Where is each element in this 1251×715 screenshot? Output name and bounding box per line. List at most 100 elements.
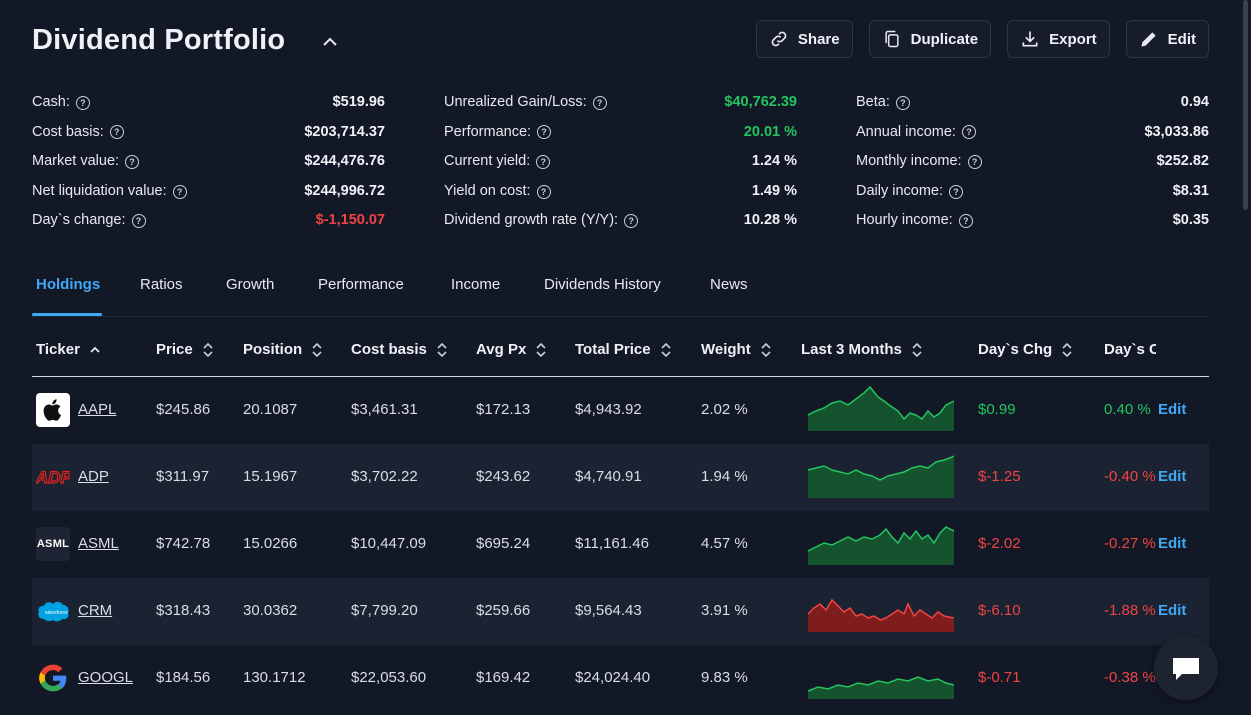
column-label: Day`s Chg: [978, 341, 1053, 358]
help-icon[interactable]: ?: [125, 154, 140, 169]
column-header-ticker[interactable]: Ticker: [36, 341, 100, 358]
table-row[interactable]: GOOGL $184.56 130.1712 $22,053.60 $169.4…: [32, 645, 1209, 712]
sparkline-chart: [808, 676, 954, 699]
stat-label: Beta:: [856, 94, 890, 110]
cell-avg-px: $169.42: [476, 669, 531, 686]
column-header-weight[interactable]: Weight: [701, 341, 771, 358]
cell-days-chg-pct: -0.27 %: [1104, 535, 1156, 552]
share-button[interactable]: Share: [755, 20, 853, 58]
cell-total-price: $4,943.92: [575, 401, 642, 418]
stat-value: $244,476.76: [304, 153, 385, 170]
stat-value: $40,762.39: [724, 94, 797, 110]
stat-label: Performance:: [444, 123, 532, 140]
column-header-days-chg-pct[interactable]: Day`s Chg %: [1104, 341, 1156, 358]
column-label: Total Price: [575, 341, 651, 358]
column-header-avg-px[interactable]: Avg Px: [476, 341, 546, 358]
download-icon: [1022, 31, 1038, 47]
help-icon[interactable]: ?: [536, 154, 551, 169]
help-icon[interactable]: ?: [967, 154, 982, 169]
stat-label: Cash:: [32, 94, 70, 110]
cell-cost-basis: $22,053.60: [351, 669, 427, 686]
tab-ratios[interactable]: Ratios: [140, 276, 183, 293]
column-header-last-3-months[interactable]: Last 3 Months: [801, 341, 922, 358]
tab-income[interactable]: Income: [451, 276, 501, 293]
ticker-link[interactable]: AAPL: [78, 401, 117, 418]
help-icon[interactable]: ?: [109, 125, 124, 140]
row-edit-link[interactable]: Edit: [1158, 468, 1187, 485]
help-icon[interactable]: ?: [949, 184, 964, 199]
help-icon[interactable]: ?: [172, 184, 187, 199]
adp-logo-icon: ADP: [36, 460, 70, 494]
help-icon[interactable]: ?: [592, 95, 607, 110]
row-edit-link[interactable]: Edit: [1158, 535, 1187, 552]
help-icon[interactable]: ?: [536, 184, 551, 199]
page-title: Dividend Portfolio: [32, 24, 286, 56]
cell-position: 15.0266: [243, 535, 298, 552]
help-icon[interactable]: ?: [75, 95, 90, 110]
cell-position: 15.1967: [243, 468, 298, 485]
stat-market-value: Market value:? $244,476.76: [32, 147, 385, 177]
help-icon[interactable]: ?: [537, 125, 552, 140]
stat-value: $0.35: [1172, 212, 1209, 229]
sort-icon: [1062, 342, 1072, 357]
cell-days-chg: $-6.10: [978, 602, 1021, 619]
cell-price: $245.86: [156, 401, 211, 418]
column-label: Avg Px: [476, 341, 527, 358]
sparkline-chart: [808, 598, 954, 632]
stat-label: Day`s change:: [32, 212, 126, 229]
row-edit-link[interactable]: Edit: [1158, 602, 1187, 619]
column-label: Weight: [701, 341, 751, 358]
stat-current-yield: Current yield:? 1.24 %: [444, 147, 797, 177]
column-header-total-price[interactable]: Total Price: [575, 341, 671, 358]
stat-daily-income: Daily income:? $8.31: [856, 177, 1209, 207]
stat-label: Annual income:: [856, 123, 956, 140]
column-header-position[interactable]: Position: [243, 341, 322, 358]
tab-dividends-history[interactable]: Dividends History: [544, 276, 661, 293]
table-row[interactable]: salesforce CRM $318.43 30.0362 $7,799.20…: [32, 578, 1209, 645]
column-header-price[interactable]: Price: [156, 341, 213, 358]
help-icon[interactable]: ?: [131, 214, 146, 229]
help-icon[interactable]: ?: [958, 214, 973, 229]
stat-yield-on-cost: Yield on cost:? 1.49 %: [444, 177, 797, 207]
export-button[interactable]: Export: [1007, 20, 1110, 58]
help-icon[interactable]: ?: [961, 125, 976, 140]
ticker-link[interactable]: ADP: [78, 468, 109, 485]
table-row[interactable]: ASML ASML $742.78 15.0266 $10,447.09 $69…: [32, 511, 1209, 578]
tab-growth[interactable]: Growth: [226, 276, 275, 293]
apple-logo-icon: [36, 393, 70, 427]
cell-avg-px: $259.66: [476, 602, 531, 619]
ticker-link[interactable]: CRM: [78, 602, 113, 619]
cell-days-chg: $-1.25: [978, 468, 1021, 485]
stat-monthly-income: Monthly income:? $252.82: [856, 147, 1209, 177]
scrollbar[interactable]: [1243, 0, 1248, 210]
sort-icon: [536, 342, 546, 357]
sort-icon: [661, 342, 671, 357]
chat-button[interactable]: [1154, 636, 1218, 700]
table-row[interactable]: ADP ADP $311.97 15.1967 $3,702.22 $243.6…: [32, 444, 1209, 511]
ticker-link[interactable]: GOOGL: [78, 669, 134, 686]
help-icon[interactable]: ?: [624, 214, 639, 229]
cell-days-chg-pct: -1.88 %: [1104, 602, 1156, 619]
tab-holdings[interactable]: Holdings: [36, 276, 101, 293]
column-label: Last 3 Months: [801, 341, 902, 358]
active-tab-indicator: [32, 313, 102, 316]
table-row[interactable]: AAPL $245.86 20.1087 $3,461.31 $172.13 $…: [32, 377, 1209, 444]
ticker-link[interactable]: ASML: [78, 535, 119, 552]
chat-icon: [1173, 658, 1199, 680]
edit-button[interactable]: Edit: [1125, 20, 1209, 58]
google-logo-icon: [36, 661, 70, 695]
stat-hourly-income: Hourly income:? $0.35: [856, 206, 1209, 236]
column-header-days-chg[interactable]: Day`s Chg: [978, 341, 1072, 358]
sparkline-chart: [808, 526, 954, 565]
stat-value: 20.01 %: [743, 123, 797, 140]
tab-news[interactable]: News: [710, 276, 748, 293]
duplicate-button[interactable]: Duplicate: [868, 20, 992, 58]
page-header: Dividend Portfolio Share Duplicate Expor…: [32, 20, 1209, 62]
tab-performance[interactable]: Performance: [318, 276, 404, 293]
row-edit-link[interactable]: Edit: [1158, 401, 1187, 418]
cell-total-price: $11,161.46: [575, 535, 649, 552]
chevron-up-icon[interactable]: [320, 32, 340, 52]
help-icon[interactable]: ?: [895, 95, 910, 110]
column-header-cost-basis[interactable]: Cost basis: [351, 341, 447, 358]
tab-bar: Holdings Ratios Growth Performance Incom…: [32, 270, 1209, 317]
